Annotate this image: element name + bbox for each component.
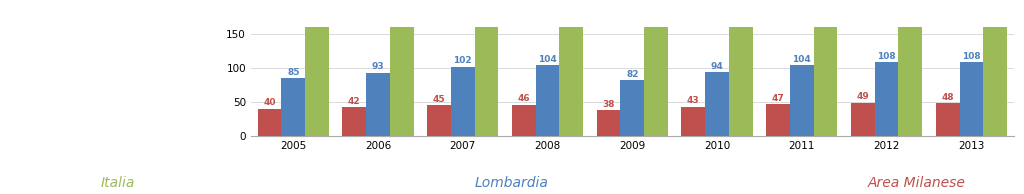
Bar [936, 103, 959, 136]
Bar [959, 62, 983, 136]
Bar [766, 104, 790, 136]
Bar [682, 107, 706, 136]
Bar [814, 17, 838, 136]
Bar [390, 17, 414, 136]
Text: Area Milanese: Area Milanese [867, 176, 966, 190]
Bar [851, 102, 874, 136]
Text: Italia: Italia [100, 176, 135, 190]
Text: 104: 104 [793, 55, 811, 64]
Bar [282, 78, 305, 136]
Text: Lombardia: Lombardia [475, 176, 549, 190]
Bar [305, 17, 329, 136]
Text: 46: 46 [517, 94, 530, 103]
Text: 85: 85 [287, 68, 299, 77]
Bar [536, 65, 559, 136]
Text: 102: 102 [454, 56, 472, 65]
Bar [874, 62, 898, 136]
Text: 49: 49 [856, 92, 869, 101]
Bar [475, 17, 499, 136]
Text: 40: 40 [263, 98, 275, 107]
Text: 108: 108 [878, 52, 896, 61]
Bar [258, 109, 282, 136]
Bar [559, 17, 583, 136]
Bar [451, 67, 475, 136]
Text: 104: 104 [539, 55, 557, 64]
Bar [983, 17, 1007, 136]
Text: 48: 48 [941, 93, 954, 102]
Text: 43: 43 [687, 96, 699, 105]
Text: 82: 82 [626, 70, 639, 79]
Bar [427, 105, 451, 136]
Text: 38: 38 [602, 100, 614, 109]
Bar [621, 80, 644, 136]
Bar [342, 107, 367, 136]
Text: 93: 93 [372, 62, 384, 71]
Text: 47: 47 [772, 94, 784, 102]
Bar [898, 17, 923, 136]
Bar [367, 73, 390, 136]
Bar [512, 105, 536, 136]
Bar [644, 17, 668, 136]
Bar [729, 17, 753, 136]
Bar [597, 110, 621, 136]
Text: 108: 108 [963, 52, 981, 61]
Text: 45: 45 [433, 95, 445, 104]
Bar [706, 72, 729, 136]
Bar [790, 65, 814, 136]
Text: 42: 42 [348, 97, 360, 106]
Text: 94: 94 [711, 62, 724, 71]
